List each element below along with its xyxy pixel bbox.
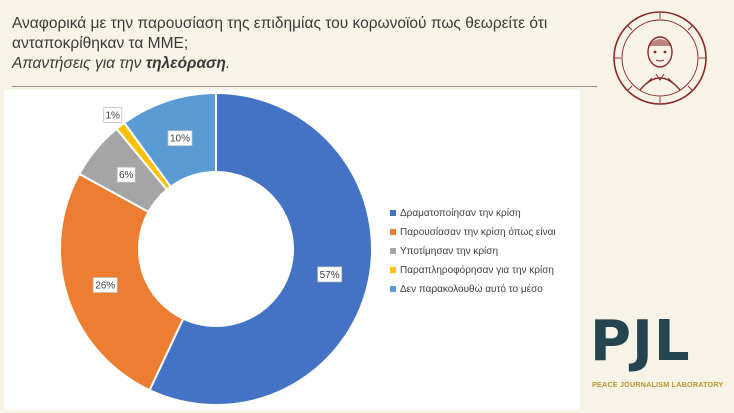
pjl-logo-caption: PEACE JOURNALISM LABORATORY (592, 380, 724, 389)
legend-label: Παρουσίασαν την κρίση όπως είναι (400, 226, 556, 238)
university-seal-icon (613, 11, 707, 105)
slice-label: 26% (92, 277, 118, 293)
legend-item: Παρουσίασαν την κρίση όπως είναι (390, 226, 556, 238)
legend-item: Παραπληροφόρησαν για την κρίση (390, 264, 554, 276)
legend-swatch (390, 267, 396, 273)
pjl-logo-letters: PJL (590, 309, 691, 374)
legend-label: Δεν παρακολουθώ αυτό το μέσο (400, 283, 543, 295)
legend-label: Παραπληροφόρησαν για την κρίση (400, 264, 554, 276)
legend-swatch (390, 229, 396, 235)
legend-item: Δραματοποίησαν την κρίση (390, 207, 521, 219)
legend-swatch (390, 248, 396, 254)
subtitle-bold: τηλεόραση (145, 55, 226, 72)
subtitle: Απαντήσεις για την τηλεόραση. (12, 54, 612, 74)
legend-label: Δραματοποίησαν την κρίση (400, 207, 521, 219)
legend-label: Υποτίμησαν την κρίση (400, 245, 498, 257)
slice-label: 57% (317, 266, 343, 283)
slice-label-text: 1% (105, 110, 120, 121)
slice-label-text: 26% (95, 281, 115, 292)
donut-slice (148, 91, 373, 406)
subtitle-suffix: . (225, 55, 231, 72)
legend-swatch (390, 286, 396, 292)
legend-item: Δεν παρακολουθώ αυτό το μέσο (390, 283, 543, 295)
slice-label-text: 6% (119, 170, 134, 181)
donut-slice (59, 172, 185, 392)
slice-labels: 57% 26% 6% 1% 10% (92, 107, 343, 293)
slice-label-text: 10% (170, 134, 190, 145)
legend: Δραματοποίησαν την κρίση Παρουσίασαν την … (390, 207, 556, 295)
slice-label-text: 57% (320, 270, 340, 281)
pjl-logo: PJL PEACE JOURNALISM LABORATORY (590, 310, 723, 394)
slide-header: Αναφορικά με την παρουσίαση της επιδημία… (12, 14, 612, 74)
legend-item: Υποτίμησαν την κρίση (390, 245, 498, 257)
subtitle-prefix: Απαντήσεις για την (12, 55, 146, 72)
legend-swatch (390, 210, 396, 216)
question-line-2: ανταποκρίθηκαν τα ΜΜΕ; (12, 35, 189, 52)
slice-label: 10% (167, 130, 193, 147)
question-line-1: Αναφορικά με την παρουσίαση της επιδημία… (12, 15, 548, 32)
slice-label: 6% (116, 166, 136, 183)
slice-label: 1% (103, 107, 123, 123)
header-divider (12, 86, 597, 87)
